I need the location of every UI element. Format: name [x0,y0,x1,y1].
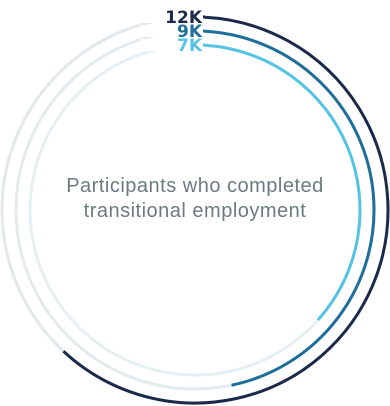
ring-bar-12K [62,15,390,405]
label-backdrop [140,25,205,37]
ring-label-7K: 7K [177,36,203,56]
ring-label-9K: 9K [177,22,203,42]
ring-bar-7K [204,43,362,321]
ring-bar-9K [204,29,376,387]
label-backdrop [140,39,205,51]
label-backdrop [140,11,205,23]
center-label: Participants who completed transitional … [66,175,324,222]
ring-label-12K: 12K [165,8,203,28]
